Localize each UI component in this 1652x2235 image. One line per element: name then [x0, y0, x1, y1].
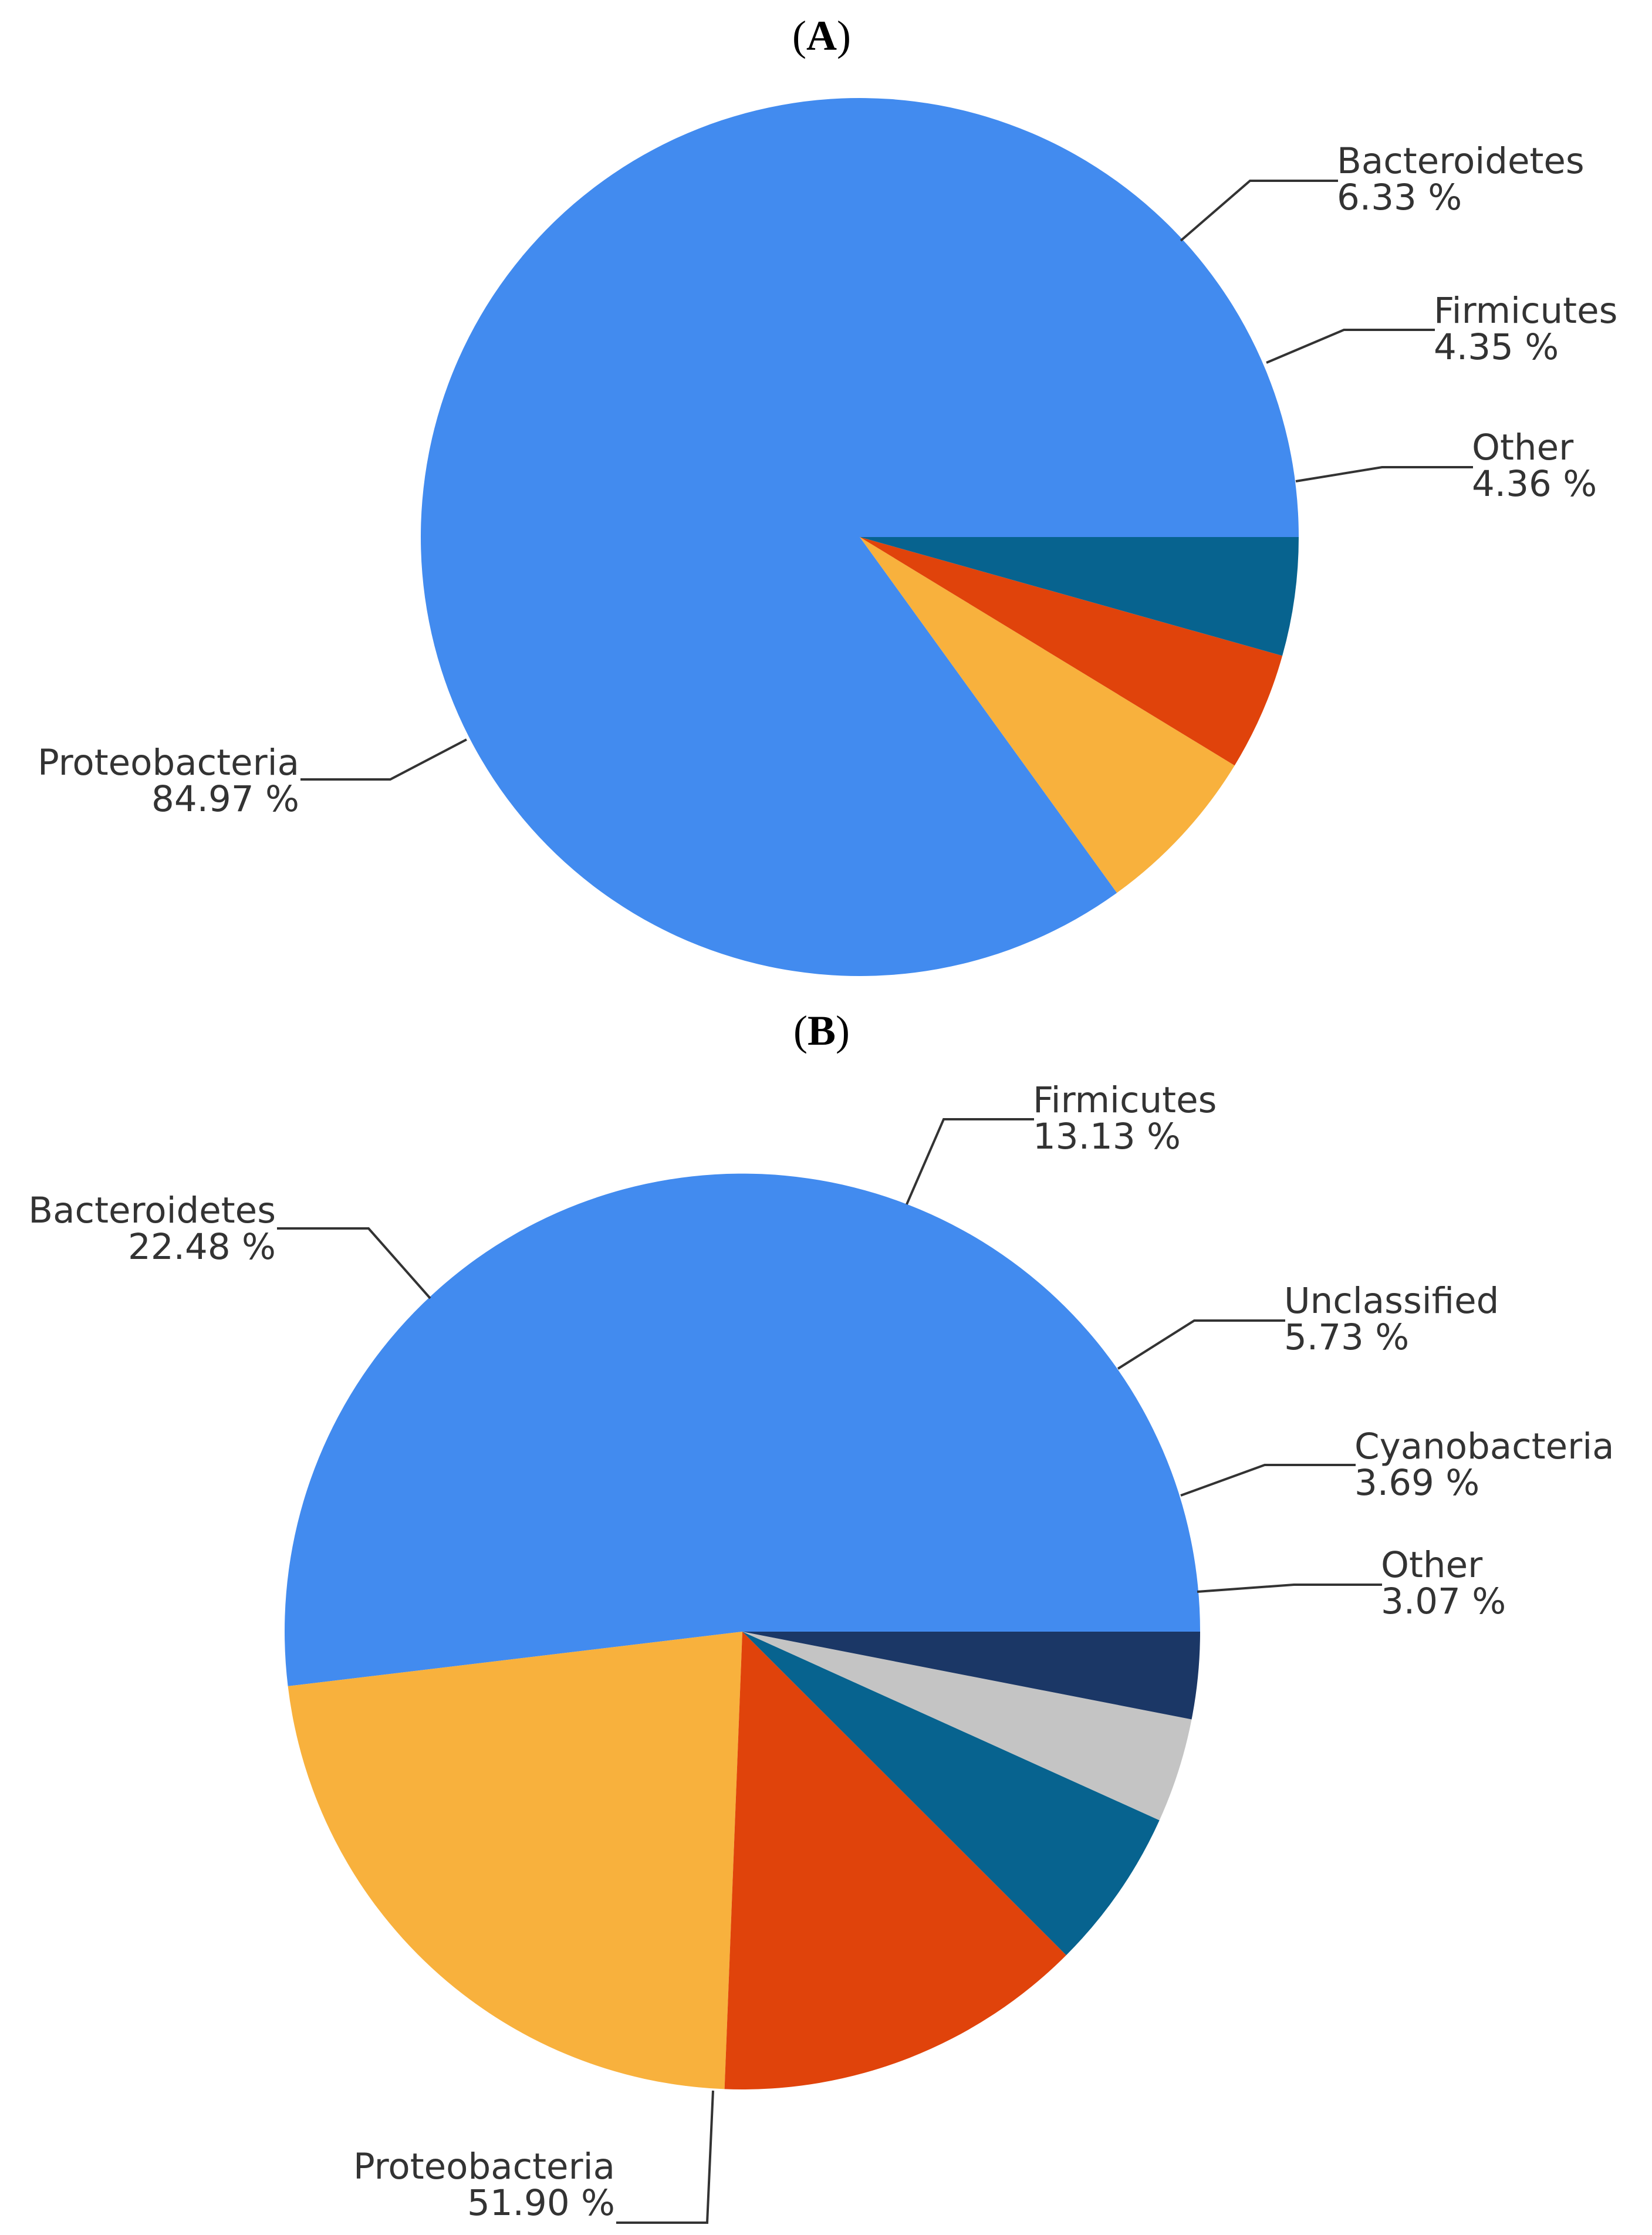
pie-a-leader-other — [1295, 466, 1473, 482]
pie-a-slice-bacteroidetes — [860, 537, 1235, 893]
pie-a-leader-firmicutes — [1266, 329, 1435, 364]
pie-b-slice-cyanobacteria — [742, 1632, 1192, 1821]
pie-a-value-proteobacteria: 84.97 % — [151, 778, 299, 820]
pie-b-label-bacteroidetes: Bacteroidetes — [28, 1190, 276, 1231]
pie-b-value-cyanobacteria: 3.69 % — [1354, 1462, 1479, 1504]
pie-b-label-proteobacteria: Proteobacteria — [353, 2146, 615, 2187]
panel-b-label: (B) — [793, 1007, 850, 1054]
pie-a-label-proteobacteria: Proteobacteria — [38, 742, 299, 784]
pie-b-label-unclassified: Unclassified — [1284, 1280, 1499, 1322]
pie-a-leader-bacteroidetes — [1180, 180, 1338, 242]
pie-a-slice-other — [860, 537, 1299, 656]
pie-a-leader-proteobacteria — [300, 738, 467, 781]
pie-b-label-firmicutes: Firmicutes — [1033, 1079, 1217, 1121]
pie-b-leader-proteobacteria — [616, 2090, 714, 2224]
pie-b-leader-unclassified — [1117, 1319, 1285, 1370]
pie-b-value-other: 3.07 % — [1381, 1581, 1506, 1622]
pie-a-slice-proteobacteria — [421, 97, 1299, 976]
pie-b-value-unclassified: 5.73 % — [1284, 1316, 1409, 1358]
pie-a-label-other: Other — [1472, 427, 1574, 468]
panel-a-label: (A) — [792, 12, 851, 59]
panel-b-letter: B — [808, 1007, 836, 1054]
pie-b-slice-firmicutes — [724, 1632, 1066, 2089]
pie-b-slice-proteobacteria — [285, 1173, 1201, 1686]
pie-b-value-bacteroidetes: 22.48 % — [128, 1226, 276, 1268]
pie-a-value-bacteroidetes: 6.33 % — [1337, 177, 1462, 218]
pie-b-label-cyanobacteria: Cyanobacteria — [1354, 1426, 1614, 1467]
pie-b-leader-bacteroidetes — [277, 1227, 431, 1299]
pie-a-slice-firmicutes — [860, 537, 1283, 766]
pie-b-leader-other — [1197, 1584, 1382, 1593]
pie-a-value-firmicutes: 4.35 % — [1434, 326, 1559, 368]
pie-b-slice-other — [742, 1632, 1200, 1720]
pie-a-value-other: 4.36 % — [1472, 463, 1597, 505]
pie-b-leader-cyanobacteria — [1180, 1464, 1356, 1497]
panel-a-letter: A — [806, 12, 837, 59]
pie-b-value-firmicutes: 13.13 % — [1033, 1116, 1181, 1157]
pie-b-label-other: Other — [1381, 1544, 1483, 1586]
pie-a-label-bacteroidetes: Bacteroidetes — [1337, 140, 1585, 182]
pie-a-label-firmicutes: Firmicutes — [1434, 290, 1617, 332]
pie-b-slice-unclassified — [742, 1632, 1160, 1956]
pie-b-leader-firmicutes — [906, 1118, 1034, 1205]
pie-b-value-proteobacteria: 51.90 % — [467, 2182, 615, 2224]
pie-b-slice-bacteroidetes — [288, 1632, 743, 2089]
